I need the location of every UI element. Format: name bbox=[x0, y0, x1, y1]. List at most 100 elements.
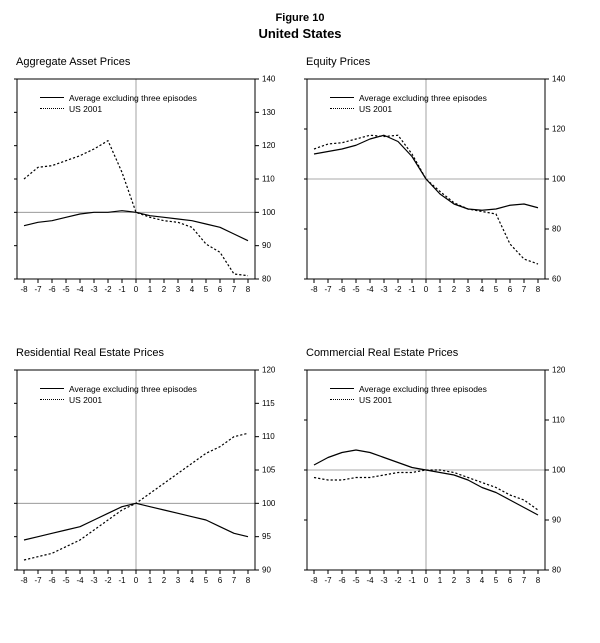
chart-area: 80 90 100 110 120 -8 -7 -6 -5 -4 -3 -2 -1 0 1 2 3 4 5 6 7 8 A… bbox=[304, 364, 586, 596]
svg-text:3: 3 bbox=[176, 285, 181, 294]
svg-text:2: 2 bbox=[452, 576, 457, 585]
svg-text:-3: -3 bbox=[90, 285, 98, 294]
svg-text:5: 5 bbox=[204, 285, 209, 294]
legend-entry: Average excluding three episodes bbox=[330, 383, 487, 394]
svg-text:6: 6 bbox=[218, 285, 223, 294]
solid-line-sample bbox=[330, 97, 354, 98]
svg-text:-6: -6 bbox=[48, 285, 56, 294]
svg-text:3: 3 bbox=[466, 285, 471, 294]
svg-text:3: 3 bbox=[466, 576, 471, 585]
chart-legend: Average excluding three episodes US 2001 bbox=[330, 383, 487, 405]
svg-text:100: 100 bbox=[262, 499, 276, 508]
svg-text:8: 8 bbox=[536, 576, 541, 585]
svg-text:-8: -8 bbox=[310, 576, 318, 585]
svg-text:8: 8 bbox=[536, 285, 541, 294]
svg-text:120: 120 bbox=[262, 366, 276, 375]
figure-number: Figure 10 bbox=[275, 12, 325, 24]
svg-text:5: 5 bbox=[204, 576, 209, 585]
chart-area: 80 90 100 110 120 130 140 -8 -7 -6 -5 -4 -3 -2 -1 0 1 2 3 4… bbox=[14, 73, 296, 305]
legend-entry: Average excluding three episodes bbox=[40, 383, 197, 394]
svg-text:-1: -1 bbox=[118, 576, 126, 585]
svg-text:6: 6 bbox=[218, 576, 223, 585]
commercial-real-estate-prices-chart: 80 90 100 110 120 -8 -7 -6 -5 -4 -3 -2 -1 0 1 2 3 4 5 6 7 8 bbox=[304, 366, 566, 585]
svg-text:-1: -1 bbox=[118, 285, 126, 294]
legend-label: Average excluding three episodes bbox=[359, 383, 487, 394]
svg-text:80: 80 bbox=[552, 225, 561, 234]
legend-label: US 2001 bbox=[69, 103, 103, 114]
svg-text:-4: -4 bbox=[366, 285, 374, 294]
svg-text:110: 110 bbox=[552, 416, 565, 425]
equity-prices-chart: 60 80 100 120 140 -8 -7 -6 -5 -4 -3 -2 -1 0 1 2 3 4 5 6 7 8 bbox=[304, 75, 566, 294]
svg-text:-3: -3 bbox=[90, 576, 98, 585]
chart-legend: Average excluding three episodes US 2001 bbox=[40, 383, 197, 405]
svg-text:-7: -7 bbox=[34, 576, 42, 585]
aggregate-asset-prices-chart: 80 90 100 110 120 130 140 -8 -7 -6 -5 -4 -3 -2 -1 0 1 2 3 4… bbox=[14, 75, 276, 294]
legend-entry: Average excluding three episodes bbox=[40, 92, 197, 103]
svg-text:1: 1 bbox=[148, 285, 153, 294]
svg-text:-1: -1 bbox=[408, 285, 416, 294]
chart-title: Aggregate Asset Prices bbox=[16, 56, 131, 68]
svg-text:90: 90 bbox=[262, 566, 271, 575]
legend-entry: US 2001 bbox=[330, 103, 487, 114]
svg-text:-5: -5 bbox=[62, 285, 70, 294]
panel-equity-prices: Equity Prices 60 80 100 120 140 -8 -7 -6 -5 -4 -3-… bbox=[304, 56, 586, 305]
svg-text:-3: -3 bbox=[380, 285, 388, 294]
svg-text:130: 130 bbox=[262, 108, 276, 117]
svg-text:110: 110 bbox=[262, 175, 275, 184]
svg-text:-8: -8 bbox=[310, 285, 318, 294]
svg-text:-8: -8 bbox=[20, 576, 28, 585]
chart-title: Commercial Real Estate Prices bbox=[306, 347, 459, 359]
svg-text:105: 105 bbox=[262, 466, 276, 475]
svg-text:8: 8 bbox=[246, 285, 251, 294]
svg-text:-4: -4 bbox=[366, 576, 374, 585]
svg-text:1: 1 bbox=[148, 576, 153, 585]
svg-text:115: 115 bbox=[262, 399, 275, 408]
svg-text:1: 1 bbox=[438, 285, 443, 294]
svg-text:60: 60 bbox=[552, 275, 561, 284]
svg-text:95: 95 bbox=[262, 532, 271, 541]
svg-text:100: 100 bbox=[262, 208, 276, 217]
svg-text:-6: -6 bbox=[48, 576, 56, 585]
svg-text:7: 7 bbox=[232, 576, 237, 585]
svg-text:6: 6 bbox=[508, 285, 513, 294]
svg-text:4: 4 bbox=[190, 576, 195, 585]
svg-text:4: 4 bbox=[190, 285, 195, 294]
svg-text:90: 90 bbox=[262, 241, 271, 250]
solid-line-sample bbox=[40, 388, 64, 389]
panel-commercial-real-estate-prices: Commercial Real Estate Prices 80 90 100 110… bbox=[304, 347, 586, 596]
chart-area: 90 95 100 105 110 115 120 -8 -7 -6 -5 -4 -3 -2 -1 0 1 2 3 4… bbox=[14, 364, 296, 596]
legend-entry: US 2001 bbox=[330, 394, 487, 405]
svg-text:0: 0 bbox=[134, 285, 139, 294]
svg-text:2: 2 bbox=[452, 285, 457, 294]
svg-text:-4: -4 bbox=[76, 576, 84, 585]
figure-title: United States bbox=[258, 25, 342, 41]
svg-text:3: 3 bbox=[176, 576, 181, 585]
figure-header: Figure 10 United States bbox=[0, 0, 600, 42]
svg-text:0: 0 bbox=[424, 285, 429, 294]
svg-text:-7: -7 bbox=[324, 285, 332, 294]
legend-label: US 2001 bbox=[359, 394, 393, 405]
svg-text:120: 120 bbox=[262, 141, 276, 150]
dotted-line-sample bbox=[330, 108, 354, 109]
svg-text:0: 0 bbox=[424, 576, 429, 585]
svg-text:-2: -2 bbox=[104, 285, 112, 294]
chart-area: 60 80 100 120 140 -8 -7 -6 -5 -4 -3 -2 -1 0 1 2 3 4 5 6 7 8 A… bbox=[304, 73, 586, 305]
svg-text:90: 90 bbox=[552, 516, 561, 525]
svg-text:-3: -3 bbox=[380, 576, 388, 585]
svg-text:-4: -4 bbox=[76, 285, 84, 294]
svg-text:7: 7 bbox=[232, 285, 237, 294]
svg-text:5: 5 bbox=[494, 576, 499, 585]
svg-text:100: 100 bbox=[552, 175, 566, 184]
svg-text:2: 2 bbox=[162, 285, 167, 294]
svg-text:80: 80 bbox=[552, 566, 561, 575]
svg-text:-5: -5 bbox=[62, 576, 70, 585]
legend-label: Average excluding three episodes bbox=[359, 92, 487, 103]
legend-entry: US 2001 bbox=[40, 394, 197, 405]
svg-text:-8: -8 bbox=[20, 285, 28, 294]
legend-label: Average excluding three episodes bbox=[69, 92, 197, 103]
svg-text:140: 140 bbox=[262, 75, 276, 84]
svg-text:-1: -1 bbox=[408, 576, 416, 585]
svg-text:-2: -2 bbox=[394, 285, 402, 294]
svg-text:80: 80 bbox=[262, 275, 271, 284]
svg-text:6: 6 bbox=[508, 576, 513, 585]
